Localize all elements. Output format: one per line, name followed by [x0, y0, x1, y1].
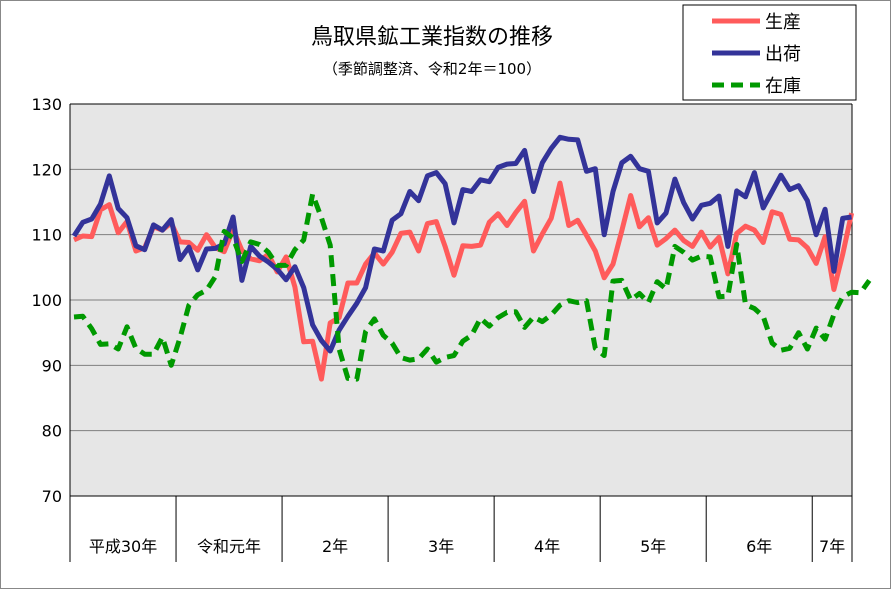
- x-year-label: 4年: [534, 537, 560, 556]
- series-line-2: [73, 191, 872, 382]
- y-tick-label: 100: [31, 291, 62, 310]
- y-tick-labels: 70 80 90 100 110 120 130: [31, 95, 62, 506]
- y-tick-label: 70: [42, 487, 62, 506]
- y-tick-label: 80: [42, 422, 62, 441]
- chart-title: 鳥取県鉱工業指数の推移: [311, 25, 553, 50]
- legend-label-inventory: 在庫: [765, 76, 801, 97]
- chart-subtitle: （季節調整済、令和2年＝100）: [323, 60, 541, 78]
- series-line-0: [72, 180, 855, 382]
- y-tick-label: 110: [31, 226, 62, 245]
- gridlines: [70, 168, 852, 432]
- legend-box: [682, 4, 857, 101]
- legend-label-shipment: 出荷: [765, 44, 801, 65]
- x-year-labels: 平成30年 令和元年 2年 3年 4年 5年 6年 7年: [89, 537, 845, 556]
- x-year-label: 6年: [746, 537, 772, 556]
- x-year-label: 7年: [819, 537, 845, 556]
- y-tick-label: 120: [31, 160, 62, 179]
- legend-label-production: 生産: [765, 12, 801, 33]
- y-tick-label: 130: [31, 95, 62, 114]
- x-year-label: 平成30年: [89, 537, 157, 556]
- legend: 生産 出荷 在庫: [682, 4, 857, 101]
- x-year-label: 3年: [428, 537, 454, 556]
- series-line-1: [71, 134, 852, 354]
- series-lines: [71, 134, 872, 382]
- y-tick-label: 90: [42, 356, 62, 375]
- axes: [69, 103, 853, 562]
- x-year-label: 2年: [322, 537, 348, 556]
- x-year-label: 令和元年: [197, 537, 261, 556]
- x-year-label: 5年: [640, 537, 666, 556]
